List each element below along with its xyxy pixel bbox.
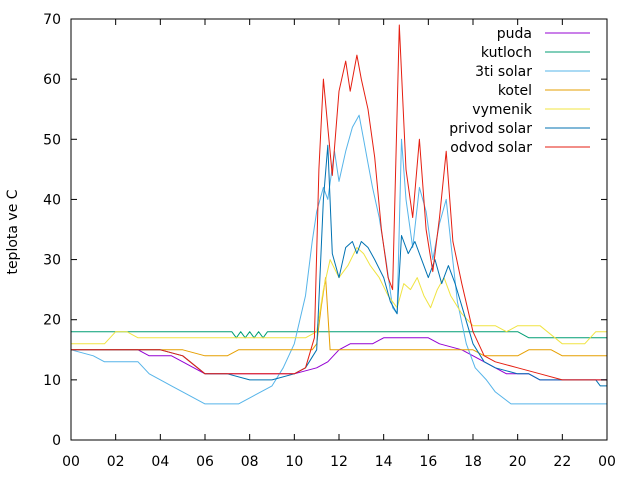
legend-label: vymenik xyxy=(472,102,533,118)
y-tick-label: 40 xyxy=(43,192,61,208)
x-tick-label: 08 xyxy=(241,454,259,470)
axis-ticks: 0 10 20 30 40 50 60 70 00 02 04 06 08 10 12 14 16 18 20 22 0… xyxy=(43,12,616,470)
x-tick-label: 16 xyxy=(419,454,437,470)
x-tick-label: 02 xyxy=(107,454,125,470)
y-tick-label: 50 xyxy=(43,132,61,148)
series-line-kotel xyxy=(71,277,607,357)
legend-label: kotel xyxy=(498,83,532,99)
x-tick-label: 20 xyxy=(509,454,527,470)
x-tick-label: 04 xyxy=(151,454,169,470)
x-tick-label: 18 xyxy=(464,454,482,470)
series-line-privod-solar xyxy=(71,144,607,387)
plot-lines xyxy=(70,24,607,405)
x-tick-label: 14 xyxy=(375,454,393,470)
y-tick-label: 60 xyxy=(43,72,61,88)
x-tick-label: 06 xyxy=(196,454,214,470)
series-line-3ti-solar xyxy=(70,114,607,405)
x-tick-label: 10 xyxy=(285,454,303,470)
x-tick-label: 22 xyxy=(553,454,571,470)
series-line-vymenik xyxy=(71,247,607,345)
y-axis-label: teplota ve C xyxy=(5,189,21,274)
series-line-odvod-solar xyxy=(71,24,607,381)
x-tick-label: 00 xyxy=(598,454,616,470)
y-tick-label: 10 xyxy=(43,373,61,389)
legend: puda kutloch 3ti solar kotel vymenik privod s… xyxy=(449,26,590,156)
x-tick-label: 12 xyxy=(330,454,348,470)
y-tick-label: 30 xyxy=(43,253,61,269)
y-tick-label: 20 xyxy=(43,313,61,329)
series-line-kutloch xyxy=(71,331,607,339)
legend-label: kutloch xyxy=(481,45,532,61)
legend-label: puda xyxy=(497,26,532,42)
legend-label: privod solar xyxy=(449,121,532,137)
y-tick-label: 70 xyxy=(43,12,61,28)
legend-label: 3ti solar xyxy=(475,64,532,80)
legend-label: odvod solar xyxy=(450,140,532,156)
y-tick-label: 0 xyxy=(52,433,61,449)
x-tick-label: 00 xyxy=(62,454,80,470)
